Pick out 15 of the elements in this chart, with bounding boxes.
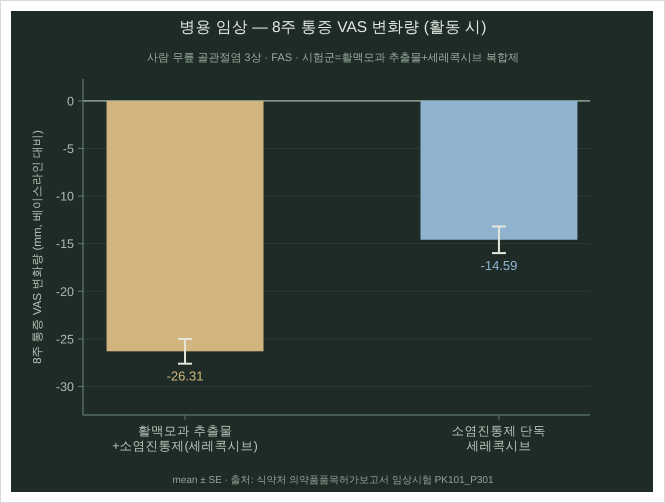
data-label: -14.59 <box>480 258 518 274</box>
text: mean ± SE · 출처: 식약처 의약품품목허가보고서 임상시험 PK101_P301 <box>172 475 494 486</box>
y-tick-label: -25 <box>56 332 74 346</box>
data-label: -26.31 <box>166 368 204 384</box>
x-tick-label: 활맥모과 추출물 +소염진통제(세레콕시브) <box>112 424 258 453</box>
x-tick-label: 소염진통제 단독 세레콕시브 <box>452 424 546 453</box>
y-tick-label: 0 <box>67 94 74 108</box>
y-tick-label: -20 <box>56 284 74 299</box>
chart-title: 병용 임상 — 8주 통증 VAS 변화량 (활동 시) <box>180 19 486 36</box>
y-tick-label: -30 <box>56 380 74 394</box>
y-tick-label: -5 <box>62 142 74 156</box>
y-tick-label: -10 <box>56 190 74 204</box>
y-tick-label: -15 <box>56 237 74 252</box>
chart-subtitle: 사람 무릎 골관절염 3상 · FAS · 시험군=활맥모과 추출물+세레콕시브 복합제 <box>147 52 519 64</box>
y-axis-title: 8주 통증 VAS 변화량 (mm, 베이스라인 대비) <box>32 130 44 364</box>
